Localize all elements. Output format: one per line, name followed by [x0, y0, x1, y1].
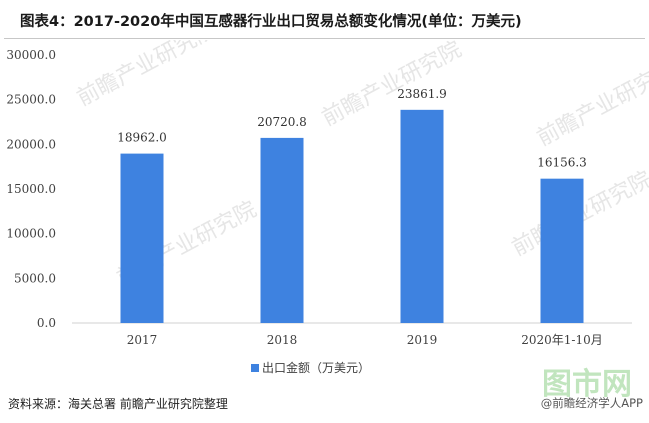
- x-axis: 2017 2018 2019 2020年1-10月: [72, 322, 632, 347]
- data-label: 16156.3: [537, 156, 587, 170]
- bar-chart: 前瞻产业研究院前瞻产业研究院前瞻产业研究院前瞻产业研究院前瞻产业研究院 0.05…: [6, 40, 649, 375]
- x-tick-label: 2019: [407, 333, 438, 347]
- bar: [120, 153, 164, 323]
- data-label: 23861.9: [397, 87, 447, 101]
- corner-logo-watermark: 图市网: [542, 367, 632, 402]
- x-tick-label: 2020年1-10月: [521, 333, 603, 347]
- bar-series: [120, 109, 584, 323]
- y-tick-label: 0.0: [37, 316, 56, 330]
- bar: [400, 109, 444, 323]
- watermark-text: 前瞻产业研究院: [73, 40, 221, 111]
- y-axis: 0.0 5000.0 10000.0 15000.0 20000.0 25000.0 300…: [6, 48, 56, 330]
- legend: 出口金额（万美元）: [251, 360, 370, 375]
- bar: [260, 137, 304, 323]
- data-label: 20720.8: [257, 115, 307, 129]
- chart-title: 图表4：2017-2020年中国互感器行业出口贸易总额变化情况(单位：万美元): [20, 14, 522, 30]
- y-tick-label: 25000.0: [6, 93, 56, 107]
- y-tick-label: 20000.0: [6, 137, 56, 151]
- x-tick-label: 2018: [267, 333, 298, 347]
- y-tick-label: 10000.0: [6, 227, 56, 241]
- legend-swatch: [251, 364, 259, 372]
- legend-label: 出口金额（万美元）: [262, 360, 370, 375]
- x-tick-label: 2017: [127, 333, 158, 347]
- watermark-text: 前瞻产业研究院: [318, 40, 466, 131]
- y-tick-label: 30000.0: [6, 48, 56, 62]
- watermark-text: 前瞻产业研究院: [533, 57, 649, 151]
- y-tick-label: 15000.0: [6, 182, 56, 196]
- corner-logo-text: 图市网: [542, 367, 632, 402]
- title-divider: [4, 38, 645, 39]
- data-labels: 18962.0 20720.8 23861.9 16156.3: [117, 87, 587, 170]
- bar: [540, 178, 584, 323]
- source-note: 资料来源：海关总署 前瞻产业研究院整理: [8, 397, 228, 411]
- credit-note: @前瞻经济学人APP: [540, 396, 643, 410]
- data-label: 18962.0: [117, 131, 167, 145]
- y-tick-label: 5000.0: [14, 271, 56, 285]
